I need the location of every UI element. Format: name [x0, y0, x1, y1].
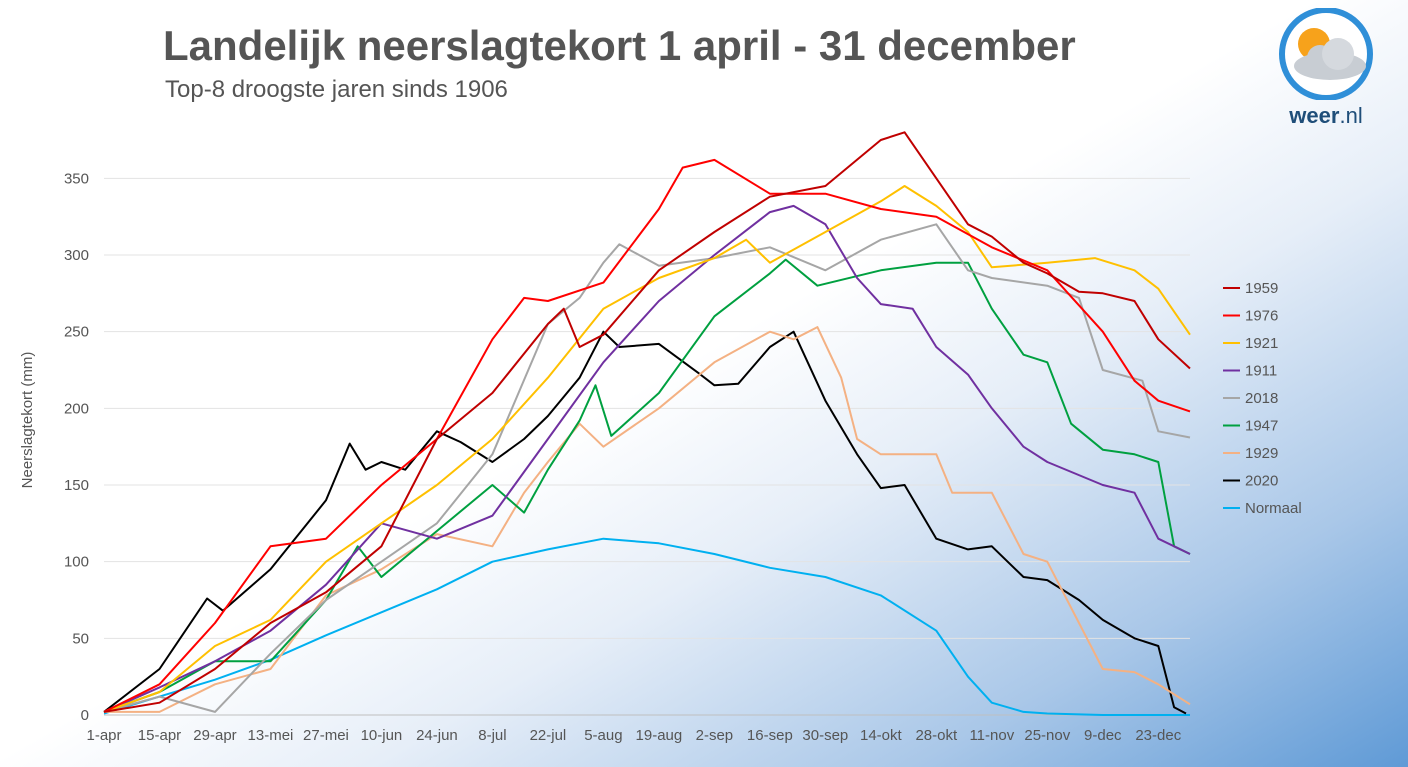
logo-brand: weer — [1289, 103, 1340, 128]
series-line-1921 — [103, 185, 1191, 713]
x-tick-label: 16-sep — [747, 727, 793, 744]
x-tick-label: 9-dec — [1084, 727, 1122, 744]
legend-label: 1921 — [1245, 335, 1278, 352]
x-tick-label: 11-nov — [969, 727, 1014, 744]
y-axis-label: Neerslagtekort (mm) — [19, 352, 36, 489]
y-tick-label: 100 — [64, 554, 89, 571]
x-axis-ticks: 1-apr 15-apr 29-apr 13-mei 27-mei 10-jun 24-ju… — [86, 727, 1181, 744]
x-tick-label: 25-nov — [1024, 727, 1070, 744]
series-line-1947 — [103, 258, 1191, 713]
x-tick-label: 30-sep — [802, 727, 848, 744]
series-line-normaal — [103, 537, 1190, 716]
chart-title: Landelijk neerslagtekort 1 april - 31 de… — [163, 22, 1076, 69]
chart-subtitle: Top-8 droogste jaren sinds 1906 — [165, 76, 508, 103]
x-tick-label: 10-jun — [361, 727, 403, 744]
x-tick-label: 22-jul — [530, 727, 567, 744]
logo-wordmark: weer.nl — [1268, 103, 1384, 129]
x-tick-label: 19-aug — [636, 727, 683, 744]
x-tick-label: 2-sep — [696, 727, 734, 744]
series-lines — [103, 131, 1191, 716]
y-axis-ticks: 0 50 100 150 200 250 300 350 — [64, 170, 89, 724]
legend-label: 1959 — [1245, 280, 1278, 297]
x-tick-label: 29-apr — [193, 727, 236, 744]
x-tick-label: 1-apr — [86, 727, 121, 744]
y-tick-label: 50 — [72, 630, 89, 647]
x-tick-label: 24-jun — [416, 727, 458, 744]
y-tick-label: 200 — [64, 400, 89, 417]
legend-label: 1976 — [1245, 308, 1278, 325]
x-tick-label: 15-apr — [138, 727, 181, 744]
x-tick-label: 28-okt — [915, 727, 958, 744]
series-line-1929 — [104, 326, 1191, 713]
legend-label: Normaal — [1245, 500, 1302, 517]
x-tick-label: 13-mei — [248, 727, 294, 744]
legend-label: 1911 — [1245, 363, 1277, 380]
series-line-2020 — [103, 330, 1187, 715]
logo-dot: . — [1339, 103, 1346, 128]
legend-label: 1929 — [1245, 445, 1278, 462]
y-tick-label: 300 — [64, 247, 89, 264]
x-tick-label: 14-okt — [860, 727, 903, 744]
logo-suffix: nl — [1345, 103, 1363, 128]
x-tick-label: 8-jul — [478, 727, 506, 744]
x-tick-label: 5-aug — [584, 727, 622, 744]
legend-label: 1947 — [1245, 418, 1278, 435]
series-line-1911 — [103, 204, 1191, 713]
series-line-1976 — [103, 158, 1191, 713]
weather-cloud-icon — [1279, 7, 1373, 101]
weer-nl-logo: weer.nl — [1268, 7, 1384, 129]
legend: 1959 1976 1921 1911 2018 1947 1929 2020 Normaal — [1223, 280, 1302, 517]
y-tick-label: 350 — [64, 170, 89, 187]
x-tick-label: 23-dec — [1135, 727, 1181, 744]
y-tick-label: 150 — [64, 477, 89, 494]
x-tick-label: 27-mei — [303, 727, 349, 744]
series-line-1959 — [103, 131, 1191, 713]
legend-label: 2020 — [1245, 473, 1278, 490]
legend-label: 2018 — [1245, 390, 1278, 407]
y-tick-label: 250 — [64, 324, 89, 341]
series-line-2018 — [103, 223, 1191, 713]
y-tick-label: 0 — [81, 707, 89, 724]
